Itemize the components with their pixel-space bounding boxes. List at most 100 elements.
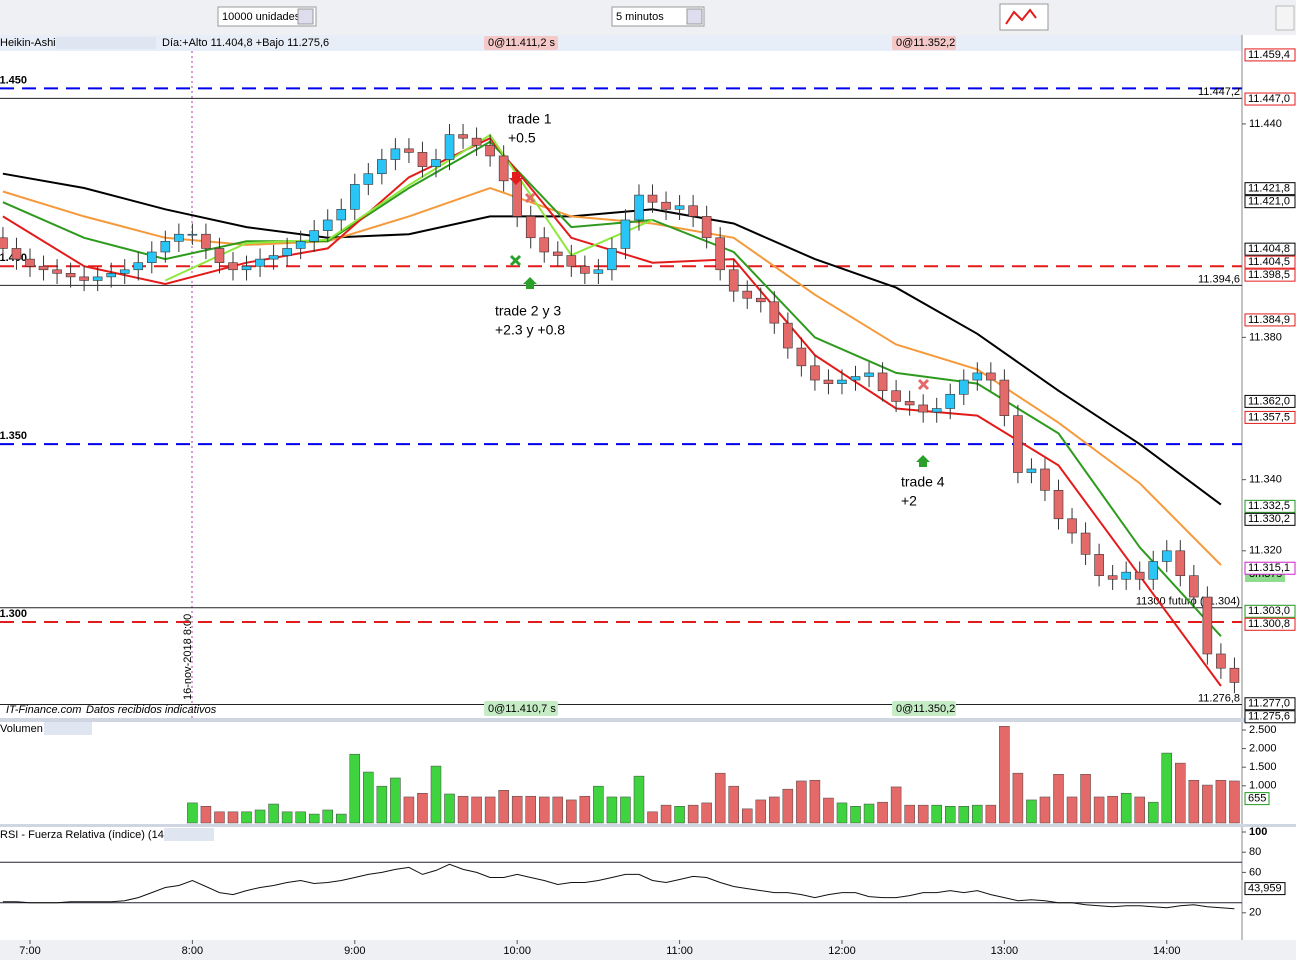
volume-bar [782,788,794,824]
candle-body [309,230,319,242]
price-tick-label: 11.320 [1249,545,1282,557]
price-marker [1244,710,1296,724]
candle-body [268,255,279,260]
price-marker [1244,697,1296,711]
candle-body [146,251,157,263]
volume-marker-label: 655 [1248,793,1266,805]
candle-body [607,248,617,271]
volume-bar [363,771,374,824]
candle-body [228,262,238,271]
volume-bar [1026,799,1037,824]
volume-bar [1147,801,1159,824]
price-marker [1244,313,1296,327]
volume-title: Volumen [0,723,43,735]
price-marker-label: 11.357,5 [1248,411,1290,423]
volume-bar [701,802,712,824]
rsi-marker-label: 43,959 [1248,883,1282,895]
volume-bar [1161,752,1173,824]
panel-icons[interactable] [44,722,92,735]
rsi-tick-label: 60 [1249,866,1261,878]
candle-body [661,201,671,210]
candle-body [1040,468,1050,491]
level-label: 11.450 [0,74,27,86]
candle-body [458,134,468,139]
price-marker [1244,410,1296,424]
candle-body [810,365,820,381]
time-label: 12:00 [828,945,856,957]
volume-bar [349,753,361,824]
volume-bar [579,795,591,824]
volume-bar [850,806,861,824]
volume-bar [498,790,509,824]
panel-icons[interactable] [164,828,214,841]
panel-icons[interactable] [56,37,156,49]
volume-bar [728,785,739,824]
price-marker-label: 11.404,8 [1248,243,1290,255]
candle-body [958,379,969,395]
candle-body [769,301,780,324]
annotation: trade 4 [901,474,945,490]
interval-select[interactable] [611,6,705,27]
volume-bar [539,796,550,824]
price-tick-label: 11.380 [1249,331,1282,343]
candle-body [986,372,996,381]
candle-body [11,248,22,260]
candle-body [593,269,604,274]
price-marker [1244,242,1296,256]
tag [892,701,956,716]
level-label: 11.300 [0,608,27,620]
candle-body [755,297,766,303]
candle-body [674,205,685,210]
exit-cross [524,192,536,204]
price-line-label: 11.276,8 [1198,692,1240,704]
volume-bar [1188,779,1200,824]
volume-bar [295,811,306,824]
candle-body [634,194,644,221]
volume-bar [1080,774,1091,824]
volume-bar [863,803,875,824]
volume-bar [917,804,929,824]
volume-bar [796,780,807,824]
price-marker-label: 11.332,5 [1248,500,1290,512]
volume-bar [769,796,780,824]
tag [484,36,558,50]
candle-body [837,379,847,384]
buy-arrow [916,455,930,467]
rsi-tick-label: 20 [1249,907,1261,919]
price-marker [1244,561,1296,575]
tag-text: 0@11.410,7 s [488,703,556,715]
tool-button[interactable] [1275,5,1295,31]
volume-bar [254,809,266,824]
candle-body [444,134,455,160]
candle-body [471,137,482,146]
exit-cross [917,378,930,391]
candle-body [728,269,739,292]
volume-bar [1053,774,1064,824]
candle-body [1094,554,1104,577]
quantity-select[interactable] [217,6,317,27]
volume-bar [200,806,212,824]
chart-style-button[interactable] [999,3,1049,31]
buy-arrow [523,277,537,289]
volume-bar [877,801,888,824]
dropdown-button[interactable] [297,8,314,25]
candle-body [539,237,550,253]
volume-bar [647,811,658,824]
dropdown-button[interactable] [686,8,703,25]
icon [1005,8,1037,25]
volume-bar [525,795,536,824]
candle-body [485,144,495,157]
volume-bar [1066,796,1078,824]
candle-body [512,180,522,217]
price-marker-label: 11.384,9 [1248,314,1290,326]
candle-body [1175,550,1186,577]
volume-bar [972,804,983,824]
annotation: +2 [901,493,917,509]
candle-body [52,269,62,274]
tag [892,36,956,50]
volume-bar [227,811,239,824]
candle-body [390,148,401,160]
candle-body [864,372,874,377]
candle-body [647,194,658,203]
candle-body [918,404,928,413]
